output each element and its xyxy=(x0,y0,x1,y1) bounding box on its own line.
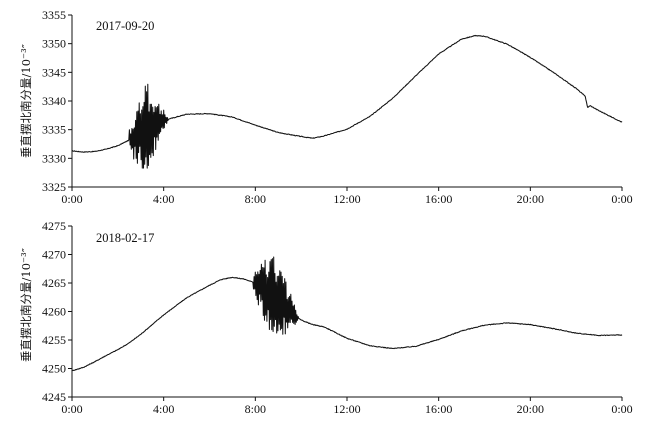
x-tick-label: 16:00 xyxy=(425,402,452,416)
x-tick-label: 8:00 xyxy=(245,402,266,416)
y-tick-label: 4270 xyxy=(42,248,66,262)
y-tick-label: 3345 xyxy=(42,65,66,79)
y-tick-label: 3335 xyxy=(42,123,66,137)
x-tick-label: 20:00 xyxy=(517,402,544,416)
panel-date-label: 2017-09-20 xyxy=(96,19,154,33)
x-tick-label: 0:00 xyxy=(611,192,632,206)
x-tick-label: 16:00 xyxy=(425,192,452,206)
y-tick-label: 3350 xyxy=(42,37,66,51)
x-tick-label: 8:00 xyxy=(245,192,266,206)
panel-2018-02-17: 2018-02-17 垂直摆北南分量/10⁻³″ 4245 4250 4255 426… xyxy=(19,219,633,416)
x-tick-label: 0:00 xyxy=(61,402,82,416)
ticks: 3325 3330 3335 3340 3345 3350 3355 0:00 4:00 8:00… xyxy=(42,8,633,206)
panel-2017-09-20: 2017-09-20 垂直摆北南分量/10⁻³″ 3325 3330 3335 334… xyxy=(19,8,633,206)
y-axis-label: 垂直摆北南分量/10⁻³″ xyxy=(19,43,33,158)
y-tick-label: 4255 xyxy=(42,333,66,347)
x-tick-label: 20:00 xyxy=(517,192,544,206)
x-tick-label: 4:00 xyxy=(153,192,174,206)
y-tick-label: 4250 xyxy=(42,362,66,376)
axes xyxy=(71,15,622,188)
y-tick-label: 4265 xyxy=(42,276,66,290)
y-axis-label: 垂直摆北南分量/10⁻³″ xyxy=(19,247,33,362)
panel-date-label: 2018-02-17 xyxy=(96,231,154,245)
x-tick-label: 0:00 xyxy=(61,192,82,206)
y-tick-label: 3340 xyxy=(42,94,66,108)
y-tick-label: 4260 xyxy=(42,305,66,319)
y-tick-label: 4275 xyxy=(42,219,66,233)
ticks: 4245 4250 4255 4260 4265 4270 4275 0:00 4:00 8:00… xyxy=(42,219,633,416)
series xyxy=(71,34,623,169)
y-tick-label: 3330 xyxy=(42,151,66,165)
axes xyxy=(71,226,622,398)
y-tick-label: 3325 xyxy=(42,180,66,194)
y-tick-label: 3355 xyxy=(42,8,66,22)
x-tick-label: 12:00 xyxy=(333,192,360,206)
series xyxy=(71,256,623,372)
series-line xyxy=(71,256,623,372)
x-tick-label: 4:00 xyxy=(153,402,174,416)
series-line xyxy=(71,34,623,169)
x-tick-label: 12:00 xyxy=(333,402,360,416)
x-tick-label: 0:00 xyxy=(611,402,632,416)
y-tick-label: 4245 xyxy=(42,390,66,404)
